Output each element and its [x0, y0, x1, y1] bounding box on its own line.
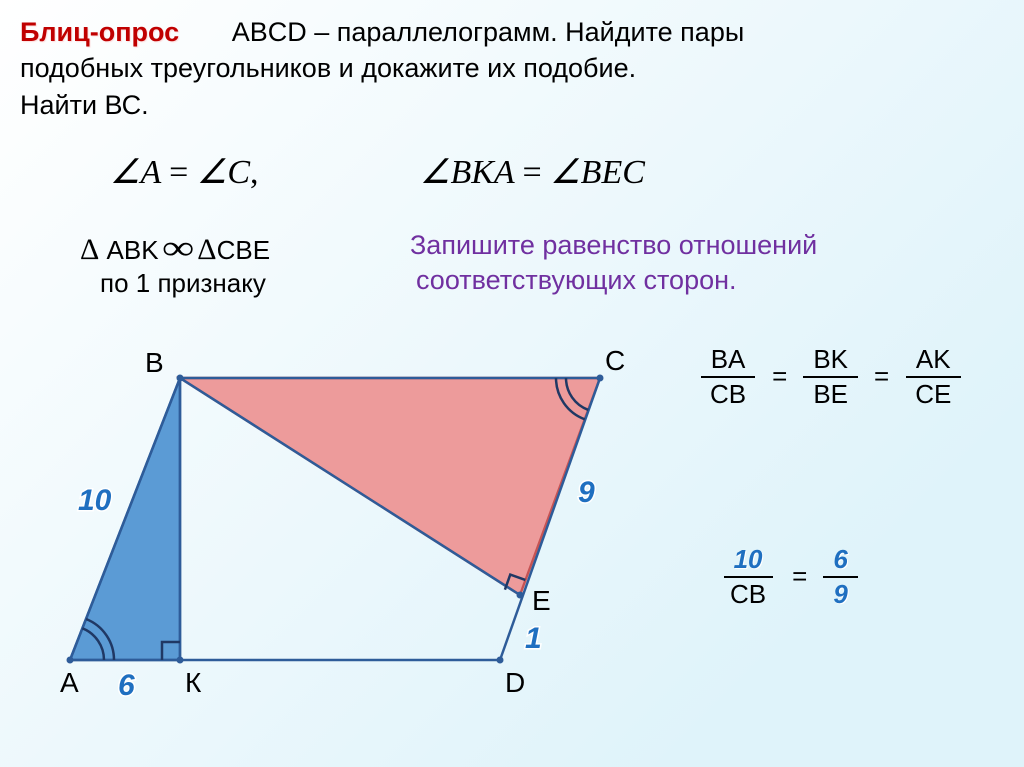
svg-text:C: C — [605, 345, 625, 376]
ratios-row-1: BA CB = BK BE = AK CE — [700, 345, 961, 408]
task-line3: Найти ВС. — [20, 90, 149, 120]
equation-angle-a-c: ∠A = ∠C, — [110, 152, 259, 192]
task-header: Блиц-опрос ABCD – параллелограмм. Найдит… — [0, 0, 1024, 123]
svg-text:К: К — [185, 667, 202, 698]
quiz-title: Блиц-опрос — [20, 17, 179, 47]
frac-ba-cb: BA CB — [700, 345, 756, 408]
svg-text:D: D — [505, 667, 525, 698]
similarity-reason: по 1 признаку — [80, 268, 266, 298]
svg-text:A: A — [60, 667, 79, 698]
svg-text:6: 6 — [118, 669, 135, 702]
instruction-purple: Запишите равенство отношений соответству… — [410, 228, 817, 298]
frac-bk-be: BK BE — [803, 345, 858, 408]
svg-text:10: 10 — [78, 484, 112, 517]
geometry-diagram: A К D E C B 10 6 9 1 — [30, 330, 670, 730]
similarity-statement: Δ ABK ∞ ΔCBE по 1 признаку — [80, 230, 270, 299]
frac-10-cb: 10 CB — [720, 545, 776, 608]
svg-text:E: E — [532, 585, 551, 616]
svg-text:B: B — [145, 347, 164, 378]
svg-text:9: 9 — [578, 476, 595, 509]
svg-text:1: 1 — [525, 622, 542, 655]
task-line1: ABCD – параллелограмм. Найдите пары — [232, 17, 745, 47]
equation-angle-bka-bec: ∠BКA = ∠BEC — [420, 152, 645, 192]
frac-6-9: 6 9 — [823, 545, 857, 608]
ratios-row-2: 10 CB = 6 9 — [720, 545, 858, 608]
frac-ak-ce: AK CE — [905, 345, 961, 408]
task-line2: подобных треугольников и докажите их под… — [20, 53, 636, 83]
